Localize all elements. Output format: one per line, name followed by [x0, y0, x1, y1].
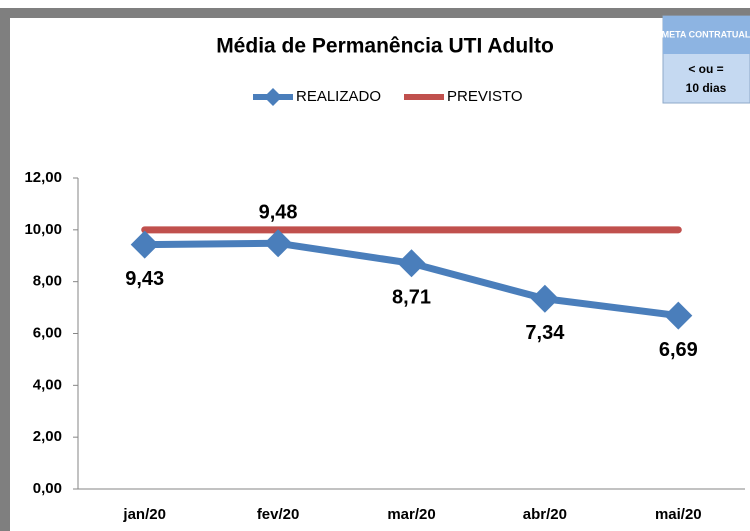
- x-tick-label: jan/20: [122, 506, 166, 523]
- y-tick-label: 10,00: [24, 221, 62, 238]
- y-tick-label: 12,00: [24, 169, 62, 186]
- frame-top: [0, 8, 750, 18]
- point-marker: [264, 229, 293, 258]
- legend-marker: [264, 88, 282, 106]
- meta-line: < ou =: [688, 62, 723, 76]
- legend-label: PREVISTO: [447, 88, 523, 105]
- y-tick-label: 6,00: [33, 324, 62, 341]
- meta-title: META CONTRATUAL: [662, 29, 750, 39]
- data-label: 8,71: [392, 287, 431, 309]
- data-label: 9,48: [259, 202, 298, 224]
- x-tick-label: mai/20: [655, 506, 702, 523]
- point-marker: [397, 249, 426, 278]
- y-tick-label: 4,00: [33, 376, 62, 393]
- frame-left: [0, 8, 10, 531]
- y-tick-label: 2,00: [33, 428, 62, 445]
- y-tick-label: 0,00: [33, 480, 62, 497]
- meta-box-header: [663, 16, 750, 54]
- x-tick-label: fev/20: [257, 506, 300, 523]
- chart-title: Média de Permanência UTI Adulto: [216, 35, 554, 58]
- data-label: 6,69: [659, 339, 698, 361]
- y-tick-label: 8,00: [33, 273, 62, 290]
- point-marker: [530, 284, 559, 313]
- point-marker: [130, 230, 159, 259]
- data-label: 9,43: [125, 268, 164, 290]
- point-marker: [664, 301, 693, 330]
- data-label: 7,34: [525, 322, 565, 344]
- meta-line: 10 dias: [686, 81, 727, 95]
- legend-label: REALIZADO: [296, 88, 381, 105]
- x-tick-label: abr/20: [523, 506, 567, 523]
- x-tick-label: mar/20: [387, 506, 435, 523]
